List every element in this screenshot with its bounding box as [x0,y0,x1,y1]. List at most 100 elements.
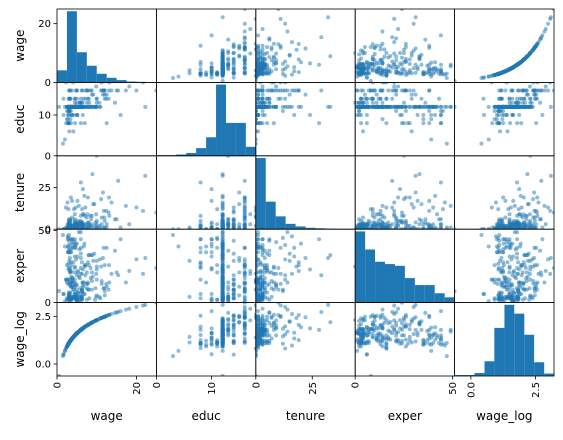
point-exper-tenure-182 [261,237,265,241]
point-wage_log-wage-230 [91,320,95,324]
point-wage_log-exper-203 [359,316,363,320]
point-educ-wage_log-202 [519,121,523,125]
point-wage-exper-67 [384,51,388,55]
point-exper-educ-92 [232,239,236,243]
point-educ-tenure-200 [308,113,312,117]
point-educ-wage_log-237 [499,89,503,93]
point-tenure-wage-243 [74,206,78,210]
point-educ-wage_log-211 [530,105,534,109]
hist-bar-educ-8 [236,123,246,156]
point-tenure-educ-79 [232,206,236,210]
point-tenure-wage-160 [99,197,103,201]
point-educ-exper-233 [418,105,422,109]
point-educ-exper-197 [416,113,420,117]
point-educ-tenure-61 [279,97,283,101]
point-wage-exper-170 [363,45,367,49]
point-exper-tenure-205 [283,278,287,282]
point-exper-tenure-75 [270,286,274,290]
point-exper-wage-171 [69,260,73,264]
point-exper-tenure-245 [256,280,260,284]
point-exper-educ-247 [221,292,225,296]
point-wage-tenure-121 [288,53,292,57]
hist-bar-tenure-4 [296,226,306,229]
point-educ-wage-112 [91,93,95,97]
point-wage_log-exper-105 [439,343,443,347]
point-exper-educ-242 [210,244,214,248]
point-educ-exper-79 [390,97,394,101]
point-educ-exper-143 [404,109,408,113]
point-wage-exper-234 [379,66,383,70]
point-educ-exper-90 [365,101,369,105]
point-tenure-wage_log-232 [538,217,542,221]
point-wage_log-educ-185 [199,341,203,345]
point-wage-exper-243 [431,67,435,71]
point-exper-tenure-127 [304,256,308,260]
point-wage-exper-50 [365,76,369,80]
point-exper-wage-227 [65,278,69,282]
point-exper-wage_log-242 [505,244,509,248]
point-wage_log-exper-168 [402,318,406,322]
point-educ-tenure-72 [256,101,260,105]
point-educ-wage-46 [62,113,66,117]
point-exper-educ-104 [237,270,241,274]
point-wage_log-exper-182 [439,338,443,342]
point-tenure-educ-235 [221,201,225,205]
point-exper-tenure-232 [267,249,271,253]
point-educ-exper-92 [437,97,441,101]
point-wage_log-wage-241 [79,328,83,332]
point-exper-tenure-91 [279,246,283,250]
point-tenure-educ-248 [221,222,225,226]
point-wage_log-educ-200 [210,326,214,330]
hist-bar-exper-7 [425,285,435,303]
point-wage_log-educ-177 [210,339,214,343]
point-wage_log-exper-66 [408,327,412,331]
point-wage-tenure-237 [261,71,265,75]
point-tenure-wage-127 [101,191,105,195]
point-wage_log-wage-232 [113,311,117,315]
point-educ-wage_log-14 [549,105,553,109]
point-exper-wage_log-3 [515,237,519,241]
point-tenure-wage-200 [81,187,85,191]
point-wage-exper-236 [361,66,365,70]
point-exper-tenure-92 [267,239,271,243]
point-exper-wage_log-237 [499,280,503,284]
point-tenure-educ-148 [243,179,247,183]
point-exper-wage_log-221 [500,291,504,295]
point-wage_log-exper-3 [439,328,443,332]
point-wage-exper-106 [379,47,383,51]
point-exper-tenure-218 [263,266,267,270]
point-wage_log-exper-216 [357,330,361,334]
point-educ-exper-116 [394,89,398,93]
point-wage-educ-202 [199,60,203,64]
point-wage_log-exper-192 [439,309,443,313]
point-exper-wage-236 [75,295,79,299]
point-wage_log-wage-240 [83,325,87,329]
point-educ-exper-202 [402,121,406,125]
point-wage-exper-144 [365,67,369,71]
point-exper-wage-198 [74,257,78,261]
point-wage_log-educ-162 [204,343,208,347]
point-wage-exper-41 [398,51,402,55]
point-wage-educ-211 [221,49,225,53]
point-wage-educ-88 [248,51,252,55]
point-educ-wage_log-77 [498,129,502,133]
point-educ-exper-104 [394,93,398,97]
point-educ-wage-197 [75,113,79,117]
point-wage_log-educ-170 [237,315,241,319]
point-wage_log-exper-211 [412,317,416,321]
point-exper-wage-65 [134,257,138,261]
point-wage_log-educ-232 [226,311,230,315]
point-wage-tenure-179 [274,67,278,71]
point-wage_log-wage-211 [98,317,102,321]
point-exper-educ-77 [188,259,192,263]
point-tenure-wage-239 [73,221,77,225]
point-wage_log-exper-139 [377,326,381,330]
point-educ-wage_log-184 [503,89,507,93]
point-exper-wage_log-86 [499,256,503,260]
point-tenure-wage_log-214 [501,196,505,200]
point-tenure-exper-225 [418,172,422,176]
point-exper-wage-97 [107,280,111,284]
point-educ-exper-196 [363,97,367,101]
point-exper-wage-239 [73,270,77,274]
point-tenure-exper-218 [400,221,404,225]
